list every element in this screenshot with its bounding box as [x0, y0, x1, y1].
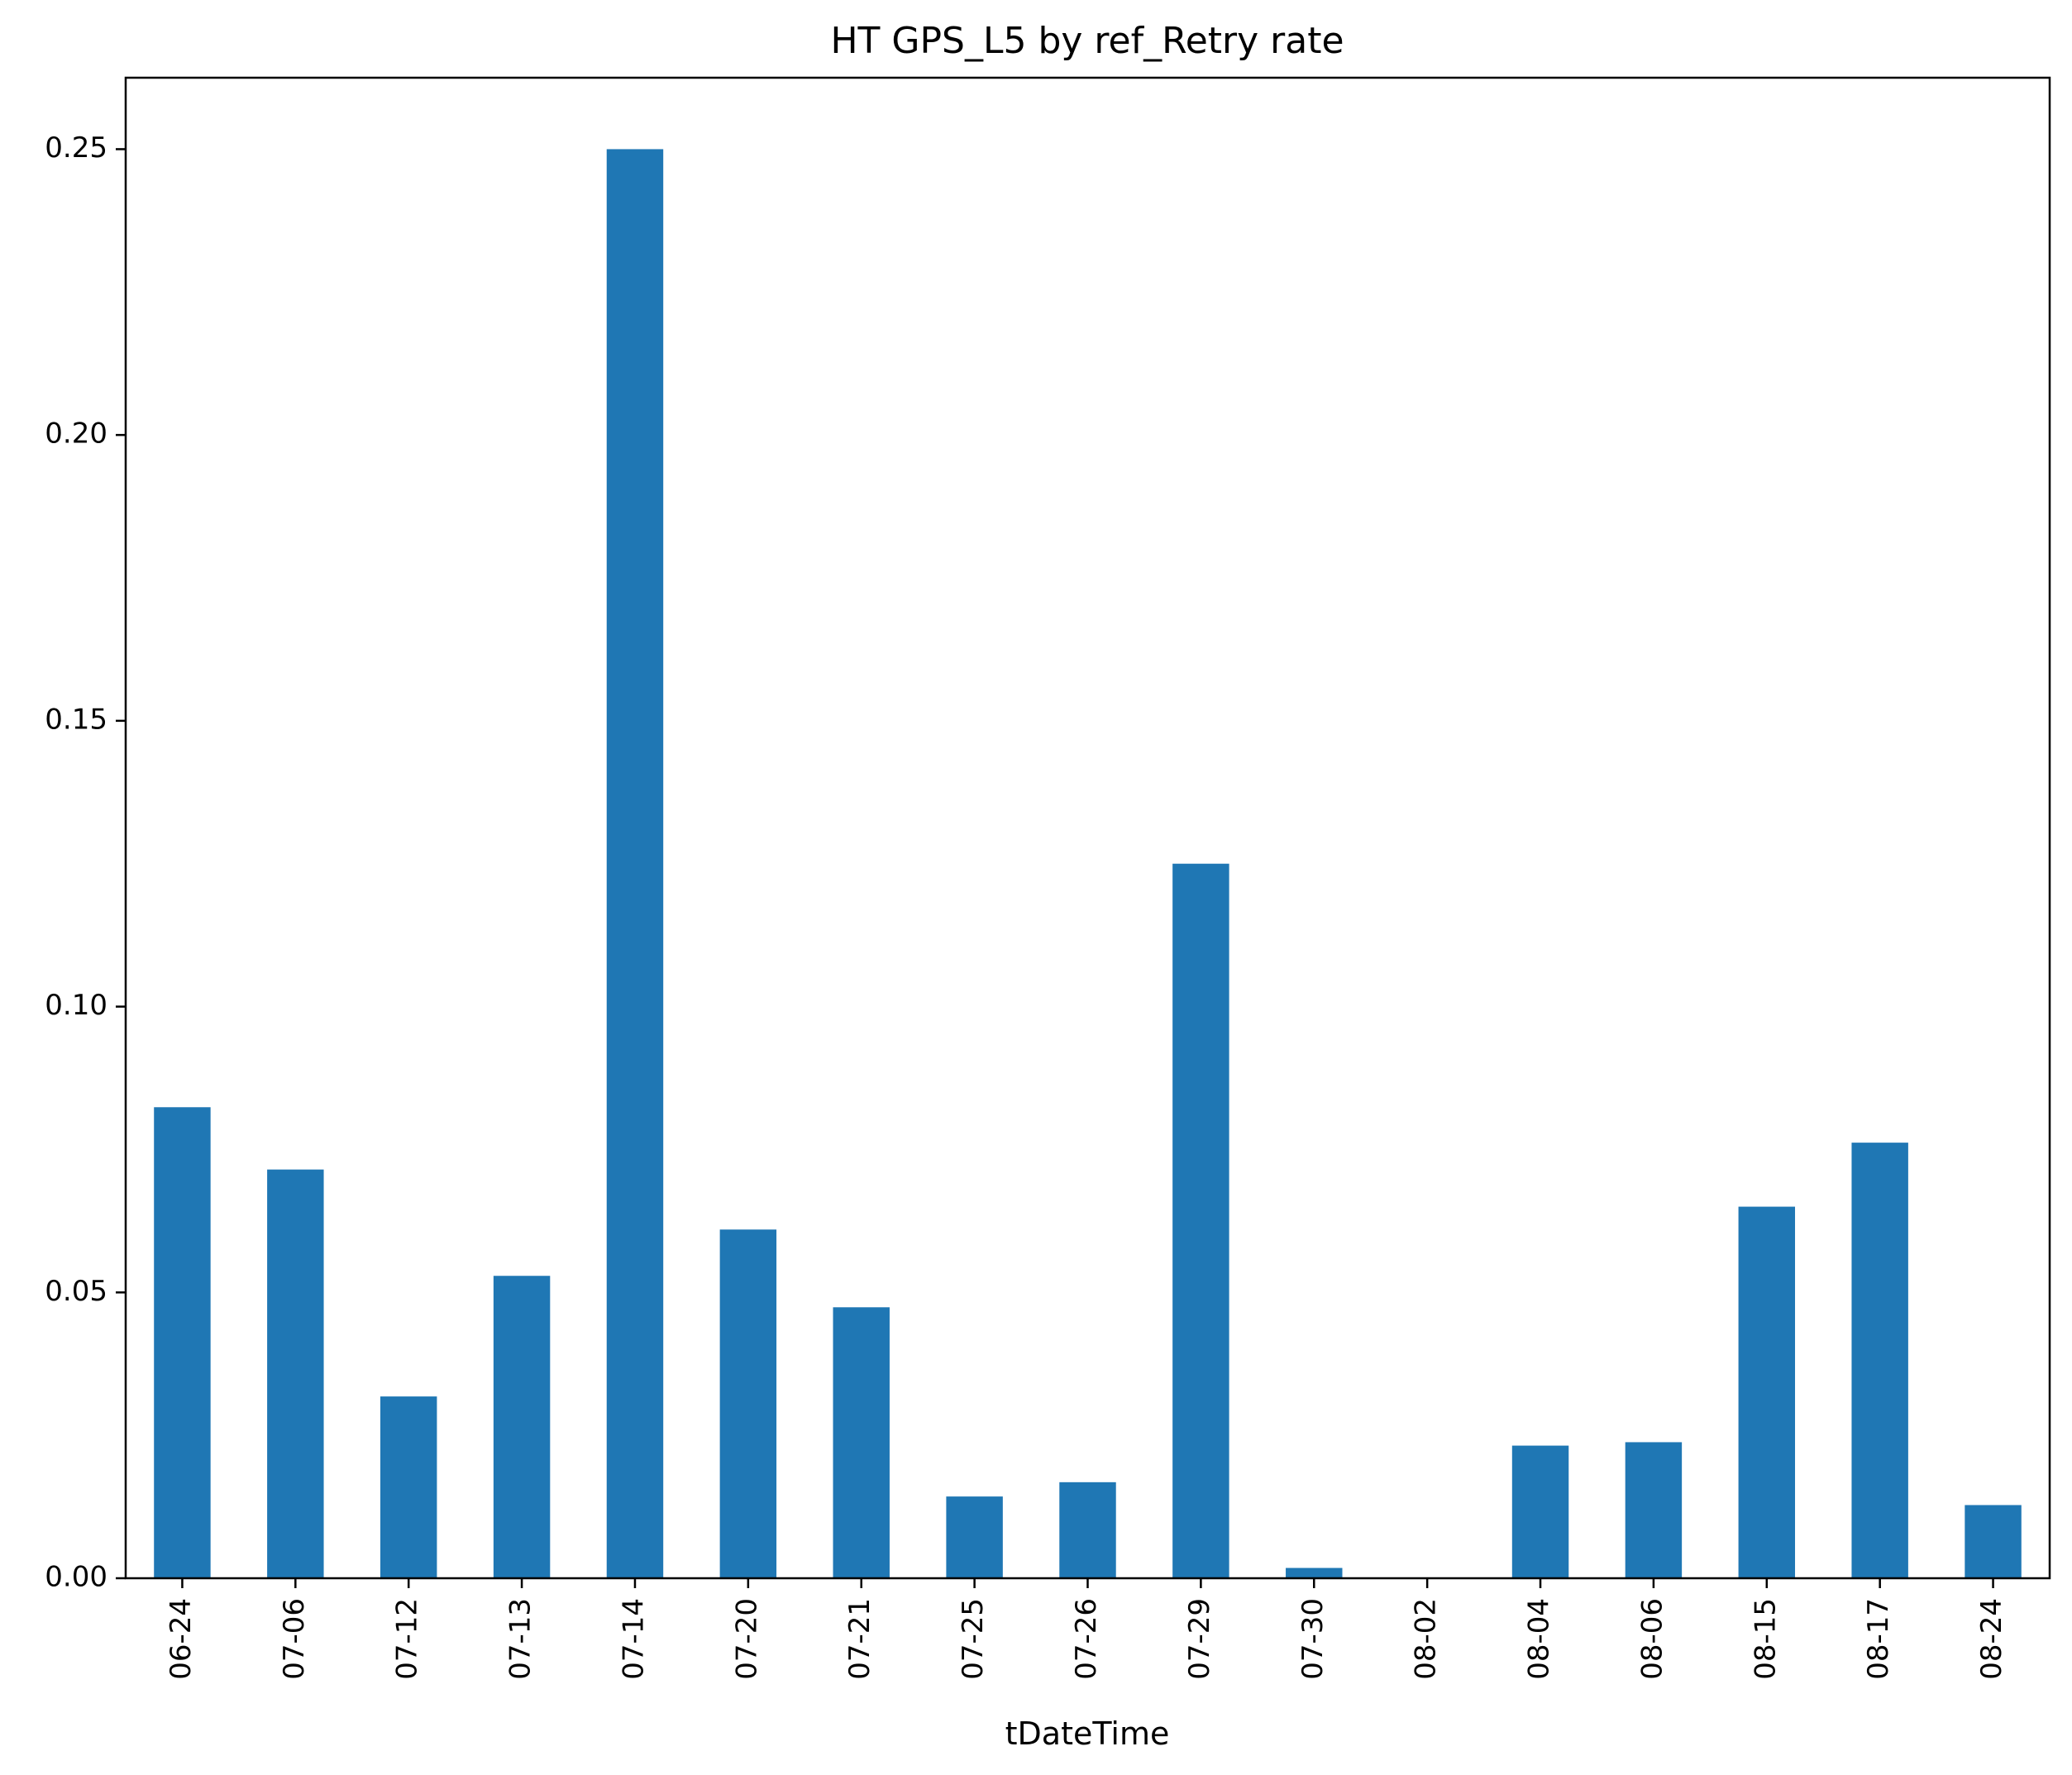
bar-07-26 — [1059, 1482, 1116, 1578]
x-tick-label: 08-24 — [1975, 1598, 2008, 1680]
bar-07-25 — [946, 1496, 1003, 1578]
x-tick-label: 08-17 — [1862, 1598, 1895, 1680]
y-tick-label: 0.25 — [45, 131, 107, 165]
y-tick-label: 0.20 — [45, 418, 107, 451]
bar-07-29 — [1172, 863, 1229, 1578]
bar-08-24 — [1965, 1505, 2022, 1578]
bar-08-17 — [1851, 1143, 1908, 1578]
bar-07-06 — [267, 1169, 324, 1578]
bar-08-15 — [1738, 1206, 1796, 1578]
plot-frame — [124, 76, 2051, 1580]
x-tick-label: 08-02 — [1410, 1598, 1443, 1680]
bar-07-30 — [1286, 1567, 1343, 1578]
x-tick-label: 06-24 — [165, 1598, 198, 1680]
bar-07-14 — [606, 149, 664, 1578]
x-tick-label: 07-12 — [391, 1598, 424, 1680]
x-tick-label: 07-13 — [504, 1598, 537, 1680]
x-axis-label: tDateTime — [1005, 1715, 1170, 1752]
bars-group — [154, 149, 2022, 1578]
x-tick-label: 07-06 — [278, 1598, 311, 1680]
chart-title: HT GPS_L5 by ref_Retry rate — [830, 20, 1344, 62]
bar-07-12 — [380, 1396, 437, 1578]
x-tick-label: 07-29 — [1183, 1598, 1216, 1680]
bar-08-06 — [1625, 1442, 1683, 1578]
bar-07-20 — [719, 1229, 777, 1578]
bar-08-04 — [1511, 1445, 1569, 1578]
y-tick-label: 0.15 — [45, 703, 107, 736]
x-tick-label: 07-14 — [617, 1598, 650, 1680]
x-axis: 06-24 07-06 07-12 07-13 07-14 07-20 07-21 07-25… — [165, 1578, 2008, 1680]
x-tick-label: 07-21 — [843, 1598, 876, 1680]
x-tick-label: 08-04 — [1523, 1598, 1556, 1680]
bar-07-21 — [833, 1307, 890, 1578]
x-tick-label: 07-25 — [957, 1598, 990, 1680]
bar-06-24 — [154, 1107, 211, 1578]
y-axis: 0.00 0.05 0.10 0.15 0.20 0.25 — [45, 131, 126, 1594]
x-tick-label: 08-15 — [1749, 1598, 1782, 1680]
x-tick-label: 07-30 — [1296, 1598, 1330, 1680]
y-tick-label: 0.05 — [45, 1275, 107, 1308]
y-tick-label: 0.10 — [45, 989, 107, 1022]
y-tick-label: 0.00 — [45, 1561, 107, 1594]
x-tick-label: 07-26 — [1070, 1598, 1103, 1680]
bar-07-13 — [493, 1276, 551, 1578]
x-tick-label: 08-06 — [1635, 1598, 1669, 1680]
x-tick-label: 07-20 — [730, 1598, 763, 1680]
